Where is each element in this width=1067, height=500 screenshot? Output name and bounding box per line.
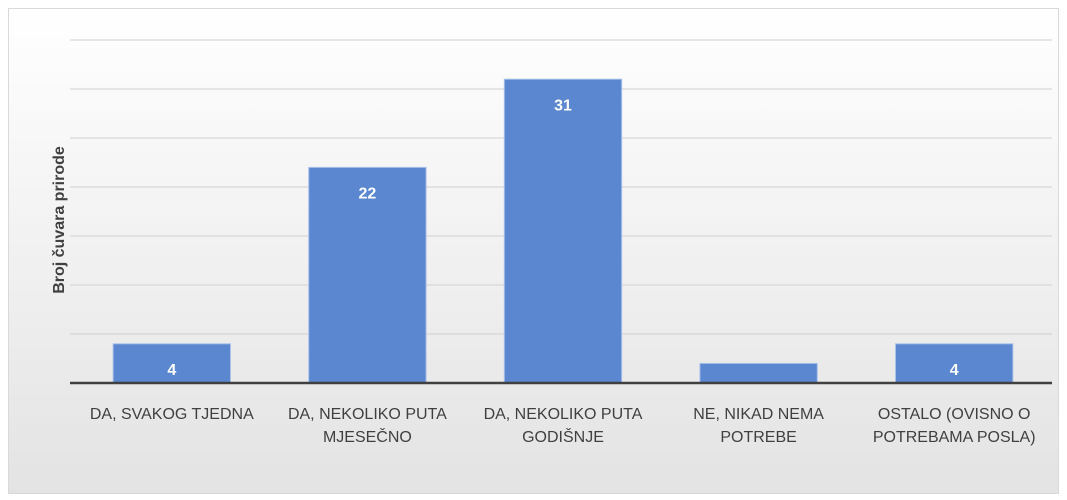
x-tick-label: DA, NEKOLIKO PUTA MJESEČNO (287, 406, 447, 446)
x-tick-label-box: NE, NIKAD NEMA POTREBE (693, 406, 824, 446)
x-tick-label-box: DA, NEKOLIKO PUTA GODIŠNJE (483, 406, 643, 446)
x-tick-label: DA, NEKOLIKO PUTA GODIŠNJE (483, 406, 643, 446)
bar (308, 166, 427, 384)
x-tick-label-box: DA, NEKOLIKO PUTA MJESEČNO (287, 406, 447, 446)
data-label: 4 (950, 362, 959, 379)
x-tick-label-box: OSTALO (OVISNO O POTREBAMA POSLA) (872, 406, 1036, 446)
bar (503, 78, 623, 384)
bar (895, 343, 1014, 384)
x-tick-label: DA, SVAKOG TJEDNA (89, 406, 254, 423)
x-tick-label: NE, NIKAD NEMA POTREBE (693, 406, 824, 446)
data-label: 4 (167, 362, 176, 379)
data-label: 22 (359, 186, 377, 203)
x-tick-label: OSTALO (OVISNO O POTREBAMA POSLA) (872, 406, 1036, 446)
bar (699, 362, 818, 384)
data-label: 31 (554, 97, 572, 114)
y-axis-label: Broj čuvara prirode (51, 146, 68, 294)
x-tick-label-box: DA, SVAKOG TJEDNA (89, 406, 254, 423)
